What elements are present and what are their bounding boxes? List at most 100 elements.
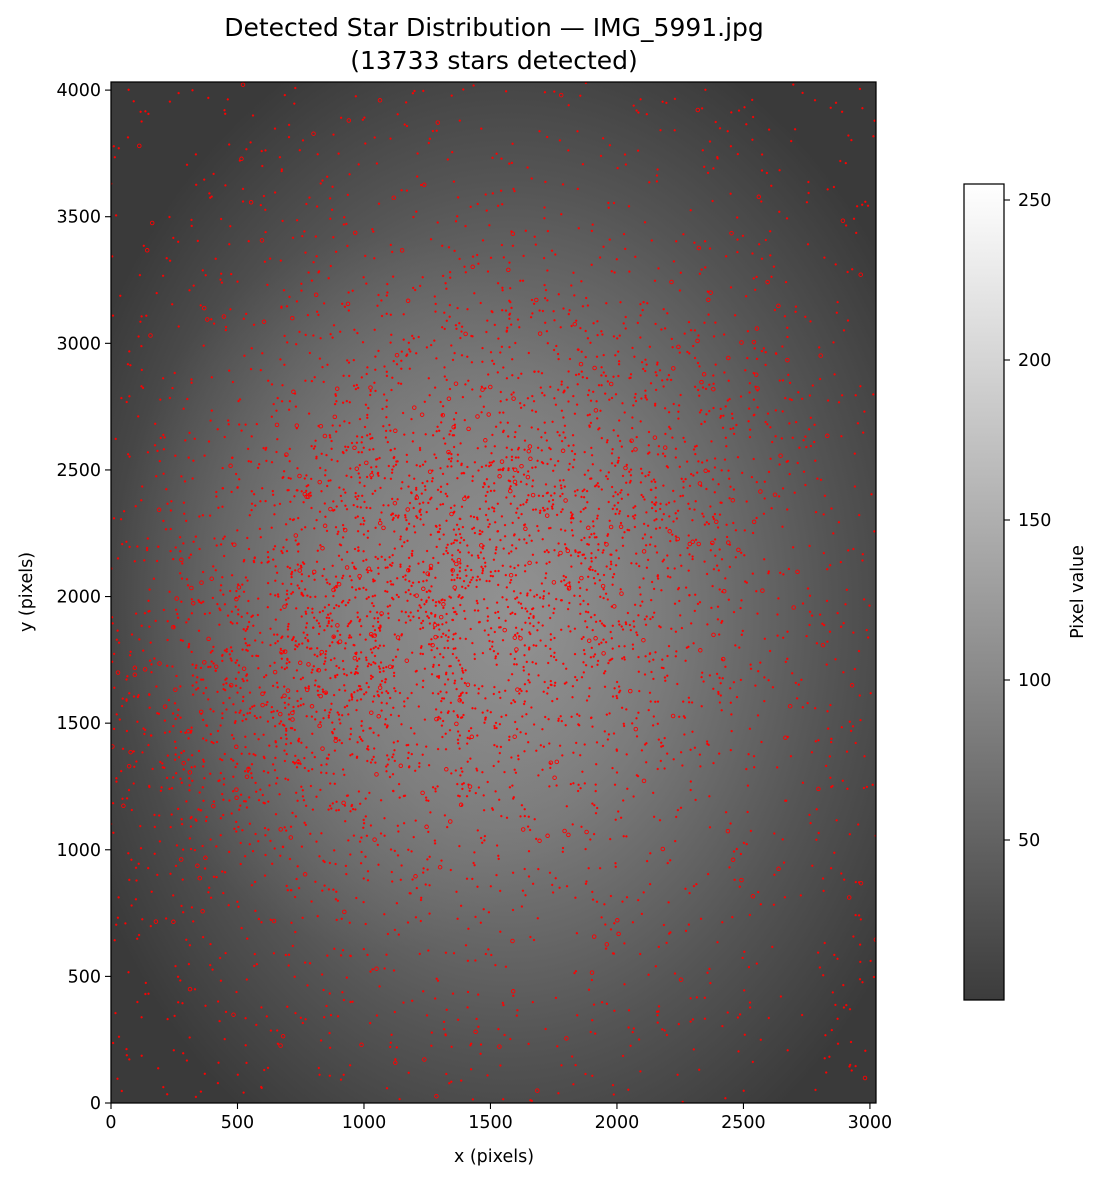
star-point [260,561,263,564]
star-point [385,294,388,297]
star-point [503,1033,506,1037]
star-point [455,890,458,893]
star-point [342,223,345,226]
star-point [656,361,659,364]
star-point [519,592,522,595]
star-point [334,394,338,397]
star-point [637,898,640,902]
star-point [647,708,650,712]
star-point [374,526,377,529]
star-point [357,163,360,166]
star-point [240,615,243,618]
star-point [512,534,516,537]
star-point [195,863,200,868]
star-point [743,1033,746,1036]
star-point [656,1021,659,1024]
star-point [617,374,620,378]
star-point [560,448,566,454]
star-point [662,445,668,450]
star-point [272,633,276,636]
star-point [724,1097,727,1100]
star-point [785,460,788,463]
star-point [283,701,286,704]
star-point [785,217,789,220]
star-point [206,636,211,642]
star-point [345,508,349,511]
star-point [366,870,370,873]
star-point [285,688,291,693]
star-point [666,861,669,865]
star-point [585,296,588,300]
star-point [429,498,432,501]
star-point [531,466,534,469]
star-point [335,400,338,403]
star-point [245,806,249,809]
star-point [502,411,505,414]
star-point [189,553,193,556]
star-point [343,647,347,650]
star-point [540,372,544,375]
star-point [316,655,319,658]
star-point [148,693,151,696]
star-point [786,657,789,660]
star-point [496,371,499,374]
star-point [548,742,551,745]
star-point [247,460,250,463]
star-point [614,818,617,821]
star-point [408,367,411,370]
star-point [389,696,392,700]
star-point [726,1011,729,1014]
star-point [652,791,655,795]
star-point [459,442,462,445]
star-point [673,567,676,570]
star-point [304,823,307,827]
star-point [284,953,287,957]
star-point [472,861,475,865]
star-point [696,602,700,606]
star-point [219,979,223,982]
star-point [385,405,388,408]
star-point [745,842,748,846]
star-point [221,758,224,762]
star-point [283,363,286,366]
star-point [616,166,619,170]
star-point [328,197,332,200]
star-point [149,641,152,644]
star-point [483,483,486,486]
star-point [506,267,511,273]
star-point [650,598,653,602]
star-point [274,740,277,743]
star-point [667,529,672,534]
star-point [721,921,724,924]
star-point [633,726,639,732]
star-point [399,382,403,385]
star-point [406,697,409,700]
star-point [254,832,257,836]
star-point [853,667,856,671]
star-point [813,99,817,102]
star-point [327,277,330,280]
star-point [630,562,633,565]
star-point [499,421,502,424]
star-point [420,598,423,601]
star-point [392,500,398,506]
star-point [177,708,180,711]
star-point [472,84,475,87]
star-point [219,608,222,612]
star-point [432,556,435,560]
star-point [590,556,593,560]
star-point [552,469,555,472]
star-point [661,1028,664,1031]
star-point [591,898,595,901]
star-point [484,561,487,564]
star-point [342,909,347,915]
star-point [752,371,755,375]
star-point [234,720,237,723]
star-point [223,871,227,874]
star-point [403,541,406,544]
star-point [410,584,413,588]
star-point [321,574,324,578]
star-point [125,1054,128,1057]
star-point [467,379,470,382]
star-point [365,282,368,285]
